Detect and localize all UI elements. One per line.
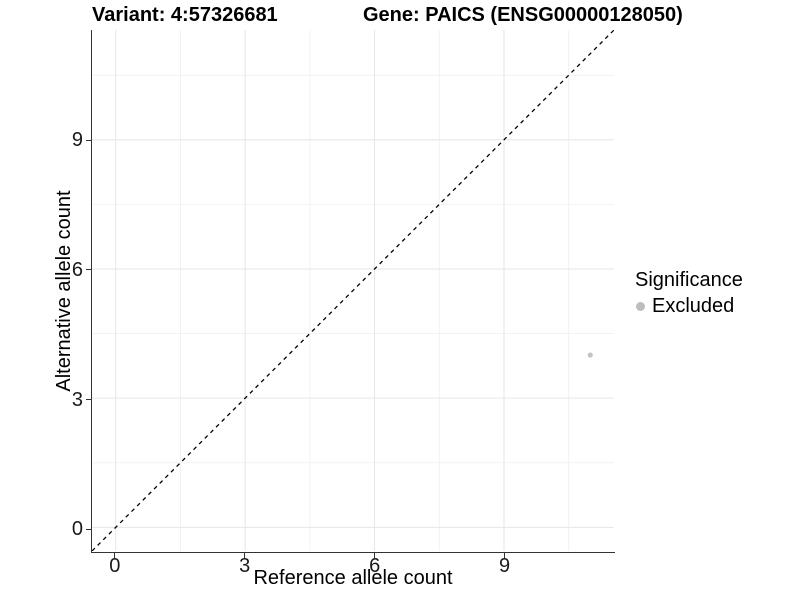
- legend-title: Significance: [635, 269, 743, 291]
- x-tick-label: 6: [369, 555, 381, 577]
- plot-panel: [91, 30, 615, 553]
- y-tick-mark: [86, 399, 91, 401]
- legend-point-swatch: [636, 301, 645, 311]
- x-tick-mark: [504, 553, 506, 558]
- y-tick-label: 9: [71, 129, 83, 152]
- plot-title-gene: Gene: PAICS (ENSG00000128050): [363, 4, 683, 26]
- y-tick-label: 0: [71, 518, 83, 541]
- y-tick-label: 3: [71, 388, 83, 411]
- y-tick-mark: [86, 269, 91, 271]
- y-tick-label: 6: [71, 258, 83, 281]
- y-tick-mark: [86, 139, 91, 141]
- identity-reference-line: [92, 30, 614, 551]
- x-tick-label: 3: [239, 555, 251, 577]
- x-tick-label: 9: [499, 555, 511, 577]
- y-axis-label: Alternative allele count: [53, 190, 75, 392]
- x-axis-label: Reference allele count: [253, 567, 453, 589]
- x-tick-mark: [374, 553, 376, 558]
- x-tick-label: 0: [109, 555, 121, 577]
- legend: Significance Excluded: [635, 268, 743, 318]
- y-tick-mark: [86, 528, 91, 530]
- plot-title-variant: Variant: 4:57326681: [92, 4, 278, 26]
- x-tick-mark: [244, 553, 246, 558]
- legend-item-label: Excluded: [652, 295, 735, 317]
- x-tick-mark: [114, 553, 116, 558]
- scatter-plot-canvas: [92, 30, 614, 551]
- legend-item-excluded: Excluded: [635, 294, 743, 318]
- data-point: [587, 352, 593, 358]
